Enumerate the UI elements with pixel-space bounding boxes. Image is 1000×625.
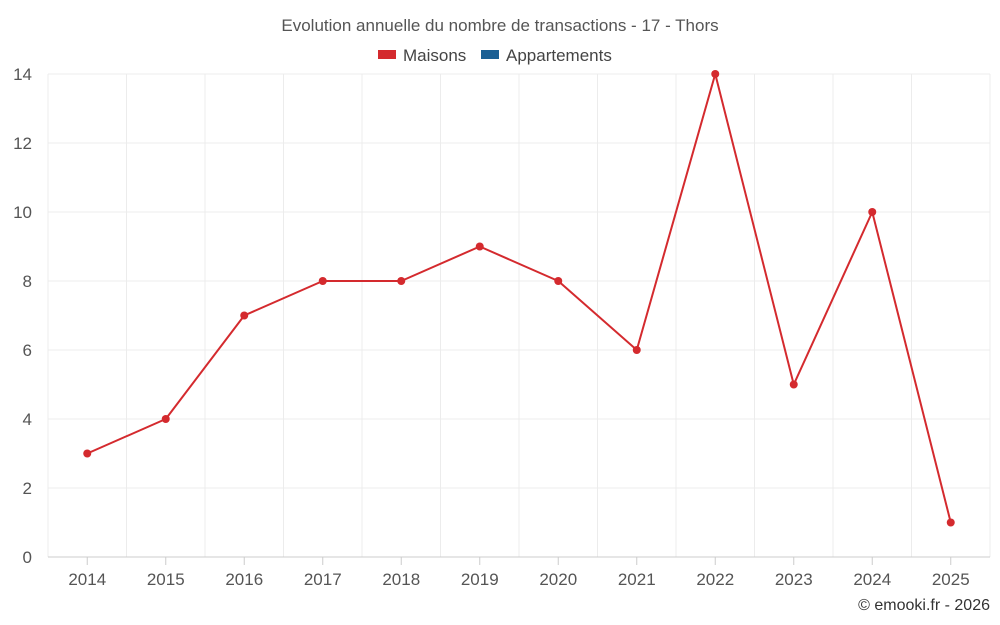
data-point-maisons[interactable]: [83, 449, 92, 458]
y-axis-ticks: 0 2 4 6 8 10 12 14: [13, 65, 32, 567]
data-point-maisons[interactable]: [868, 208, 877, 216]
x-tick-label: 2014: [68, 570, 106, 589]
x-tick-label: 2021: [618, 570, 656, 589]
data-point-maisons[interactable]: [240, 311, 249, 320]
series-layer: [83, 70, 955, 527]
x-tick-label: 2019: [461, 570, 499, 589]
legend-label-appartements: Appartements: [506, 46, 612, 65]
chart-title: Evolution annuelle du nombre de transact…: [281, 16, 718, 35]
x-tick-label: 2025: [932, 570, 970, 589]
x-tick-label: 2018: [382, 570, 420, 589]
data-point-maisons[interactable]: [554, 277, 563, 285]
data-point-maisons[interactable]: [475, 242, 484, 251]
x-tick-label: 2024: [853, 570, 891, 589]
data-point-maisons[interactable]: [397, 277, 406, 285]
legend-label-maisons: Maisons: [403, 46, 466, 65]
legend-swatch-appartements: [481, 50, 499, 59]
x-tick-label: 2023: [775, 570, 813, 589]
y-tick-label: 14: [13, 65, 32, 84]
x-tick-label: 2022: [696, 570, 734, 589]
x-tick-label: 2015: [147, 570, 185, 589]
y-tick-label: 10: [13, 203, 32, 222]
y-tick-label: 12: [13, 134, 32, 153]
y-tick-label: 8: [23, 272, 32, 291]
data-point-maisons[interactable]: [632, 346, 641, 354]
x-tick-label: 2016: [225, 570, 263, 589]
data-point-maisons[interactable]: [946, 518, 955, 527]
legend-item-maisons[interactable]: Maisons: [378, 46, 466, 65]
x-axis-ticks: 2014 2015 2016 2017 2018 2019 2020 2021 2022 2023…: [68, 557, 970, 589]
x-tick-label: 2020: [539, 570, 577, 589]
y-tick-label: 4: [23, 410, 32, 429]
y-tick-label: 6: [23, 341, 32, 360]
credit-text: © emooki.fr - 2026: [858, 597, 990, 614]
data-point-maisons[interactable]: [161, 415, 170, 423]
data-point-maisons[interactable]: [789, 380, 798, 389]
y-tick-label: 2: [23, 479, 32, 498]
legend-swatch-maisons: [378, 50, 396, 59]
legend: Maisons Appartements: [378, 46, 612, 65]
grid: [47, 73, 991, 557]
data-point-maisons[interactable]: [711, 70, 720, 78]
data-point-maisons[interactable]: [318, 277, 327, 285]
x-tick-label: 2017: [304, 570, 342, 589]
series-line-maisons: [86, 73, 952, 523]
y-tick-label: 0: [23, 548, 32, 567]
legend-item-appartements[interactable]: Appartements: [481, 46, 612, 65]
